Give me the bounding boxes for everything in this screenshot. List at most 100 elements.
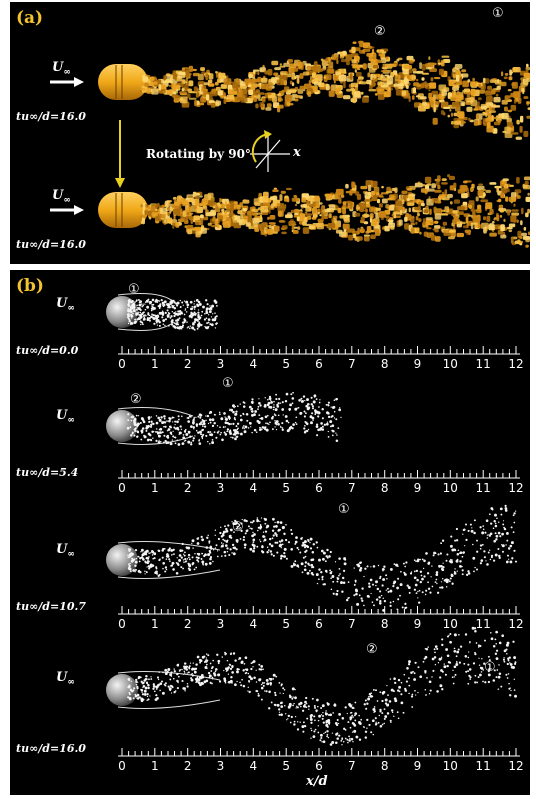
particle bbox=[213, 299, 217, 303]
particle bbox=[334, 561, 337, 563]
particle bbox=[387, 590, 390, 593]
particle bbox=[169, 302, 173, 305]
particle bbox=[179, 549, 183, 553]
particle bbox=[139, 300, 142, 303]
particle bbox=[453, 572, 457, 575]
particle bbox=[323, 732, 325, 735]
particle bbox=[512, 640, 515, 643]
particle bbox=[275, 398, 278, 401]
particle bbox=[453, 649, 457, 653]
wake-blob bbox=[365, 208, 368, 213]
wake-blob bbox=[306, 215, 312, 220]
particle bbox=[235, 430, 239, 434]
particle bbox=[473, 531, 476, 535]
wake-blob bbox=[226, 204, 231, 209]
particle bbox=[222, 543, 224, 545]
particle bbox=[189, 662, 192, 664]
wake-blob bbox=[502, 178, 509, 182]
particle bbox=[174, 436, 177, 439]
particle bbox=[222, 426, 225, 429]
particle bbox=[240, 522, 243, 525]
particle bbox=[192, 662, 194, 664]
wake-blob bbox=[434, 225, 441, 229]
particle bbox=[461, 573, 464, 576]
particle bbox=[265, 422, 267, 425]
particle bbox=[154, 300, 158, 303]
particle bbox=[146, 318, 150, 321]
particle bbox=[493, 559, 496, 562]
wake-blob bbox=[261, 83, 269, 90]
particle bbox=[146, 317, 149, 320]
particle bbox=[474, 566, 476, 569]
particle bbox=[429, 591, 432, 594]
wake-blob bbox=[415, 78, 419, 82]
wake-blob bbox=[371, 56, 375, 59]
particle bbox=[278, 711, 281, 713]
wake-blob bbox=[385, 191, 393, 194]
particle bbox=[194, 305, 197, 308]
particle bbox=[126, 313, 130, 316]
particle bbox=[287, 421, 290, 424]
particle bbox=[506, 539, 509, 542]
tick-label: 12 bbox=[508, 357, 523, 371]
particle bbox=[439, 586, 442, 589]
wake-blob bbox=[513, 217, 516, 224]
particle bbox=[312, 735, 316, 738]
particle bbox=[153, 306, 156, 310]
wake-blob bbox=[255, 103, 259, 109]
particle bbox=[207, 671, 211, 675]
tick-label: 2 bbox=[184, 481, 192, 495]
particle bbox=[409, 572, 413, 575]
wake-blob bbox=[489, 182, 497, 185]
particle bbox=[234, 435, 236, 437]
particle bbox=[129, 307, 132, 310]
particle bbox=[248, 422, 251, 424]
particle bbox=[182, 304, 184, 306]
particle bbox=[472, 662, 476, 665]
wake-blob bbox=[373, 228, 379, 233]
particle bbox=[202, 433, 205, 436]
wake-blob bbox=[394, 74, 401, 81]
particle bbox=[336, 434, 338, 436]
particle bbox=[157, 434, 161, 438]
wake-blob bbox=[378, 194, 383, 198]
particle bbox=[201, 655, 205, 659]
particle bbox=[360, 597, 363, 600]
particle bbox=[166, 314, 170, 318]
particle bbox=[386, 587, 389, 590]
particle bbox=[432, 669, 435, 672]
particle bbox=[191, 672, 193, 675]
particle bbox=[126, 309, 130, 312]
particle bbox=[224, 421, 228, 425]
particle bbox=[173, 416, 175, 419]
particle bbox=[242, 405, 246, 408]
particle bbox=[207, 318, 211, 321]
particle bbox=[250, 667, 253, 671]
time-label-frame-4: tu∞/d=16.0 bbox=[16, 742, 86, 755]
wake-blob bbox=[418, 201, 421, 209]
particle bbox=[285, 557, 288, 560]
wake-blob bbox=[267, 216, 270, 220]
particle bbox=[246, 419, 249, 422]
particle bbox=[158, 559, 161, 562]
particle bbox=[311, 416, 315, 420]
particle bbox=[321, 578, 324, 581]
particle bbox=[289, 721, 292, 724]
frame-2: 0 1 2 3 4 5 6 7 8 9 10 11 12 bbox=[106, 391, 524, 495]
particle bbox=[326, 548, 329, 552]
particle bbox=[287, 541, 291, 544]
wake-blob bbox=[369, 213, 374, 219]
particle bbox=[166, 429, 169, 432]
particle bbox=[209, 431, 212, 433]
particle bbox=[176, 439, 178, 441]
particle bbox=[135, 561, 138, 564]
particle bbox=[441, 638, 444, 641]
particle bbox=[292, 696, 294, 698]
wake-blob bbox=[360, 91, 364, 95]
particle bbox=[168, 558, 171, 561]
wake-blob bbox=[181, 88, 185, 92]
wake-blob bbox=[398, 63, 403, 67]
particle bbox=[478, 664, 481, 666]
wake-blob bbox=[162, 90, 165, 94]
particle bbox=[339, 407, 341, 409]
